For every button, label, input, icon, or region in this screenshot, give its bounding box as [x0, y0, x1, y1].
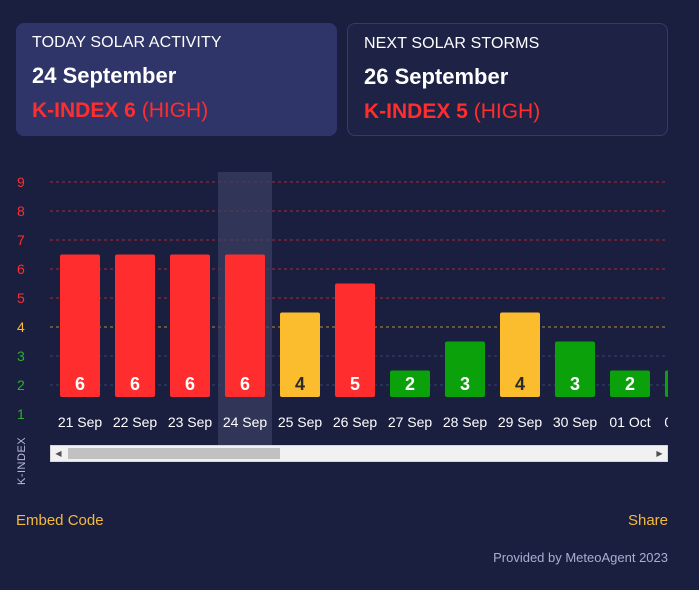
bar-value-label: 6 — [130, 374, 140, 394]
bar-24-sep[interactable] — [225, 254, 265, 398]
x-tick-label: 26 Sep — [333, 414, 378, 430]
today-activity-card: TODAY SOLAR ACTIVITY 24 September K-INDE… — [16, 23, 337, 136]
x-tick-label: 02 Oct — [664, 414, 699, 430]
bar-value-label: 4 — [515, 374, 525, 394]
x-tick-label: 28 Sep — [443, 414, 488, 430]
bar-29-sep[interactable] — [500, 312, 540, 398]
scroll-left-arrow-icon[interactable]: ◀ — [55, 449, 62, 458]
scroll-right-arrow-icon[interactable]: ▶ — [656, 449, 663, 458]
embed-code-link[interactable]: Embed Code — [16, 512, 104, 529]
x-tick-label: 21 Sep — [58, 414, 103, 430]
y-tick-label: 1 — [17, 406, 25, 422]
x-tick-label: 01 Oct — [609, 414, 650, 430]
provided-by-credit: Provided by MeteoAgent 2023 — [493, 550, 668, 565]
today-k-index-level: (HIGH) — [141, 99, 209, 122]
bar-value-label: 2 — [625, 374, 635, 394]
bar-23-sep[interactable] — [170, 254, 210, 398]
bar-21-sep[interactable] — [60, 254, 100, 398]
bar-27-sep[interactable] — [390, 370, 430, 398]
y-tick-label: 5 — [17, 290, 25, 306]
next-card-date: 26 September — [364, 64, 509, 89]
x-tick-label: 29 Sep — [498, 414, 543, 430]
next-storms-card: NEXT SOLAR STORMS 26 September K-INDEX 5… — [347, 23, 668, 136]
today-card-title: TODAY SOLAR ACTIVITY — [32, 34, 222, 51]
y-tick-label: 4 — [17, 319, 25, 335]
y-tick-label: 6 — [17, 261, 25, 277]
x-tick-label: 24 Sep — [223, 414, 268, 430]
next-k-index-level: (HIGH) — [473, 100, 541, 123]
bar-value-label: 2 — [405, 374, 415, 394]
x-tick-label: 30 Sep — [553, 414, 598, 430]
bar-value-label: 4 — [295, 374, 305, 394]
x-tick-label: 25 Sep — [278, 414, 323, 430]
bar-value-label: 3 — [570, 374, 580, 394]
today-k-index-value: K-INDEX 6 — [32, 99, 136, 122]
bar-02-oct[interactable] — [665, 370, 699, 398]
bar-28-sep[interactable] — [445, 341, 485, 398]
today-card-date: 24 September — [32, 63, 177, 88]
y-tick-label: 3 — [17, 348, 25, 364]
bar-22-sep[interactable] — [115, 254, 155, 398]
share-link[interactable]: Share — [627, 512, 668, 529]
today-k-index: K-INDEX 6 (HIGH) — [32, 99, 321, 123]
bar-01-oct[interactable] — [610, 370, 650, 398]
k-index-bar-chart: 6 21 Sep 6 22 Sep 6 23 Sep 6 24 Sep 4 25 Sep 5 26 S… — [50, 172, 699, 457]
chart-horizontal-scrollbar[interactable]: ◀ ▶ — [50, 445, 668, 462]
x-tick-label: 22 Sep — [113, 414, 158, 430]
bar-value-label: 6 — [75, 374, 85, 394]
next-k-index-value: K-INDEX 5 — [364, 100, 468, 123]
bar-value-label: 2 — [680, 374, 690, 394]
y-tick-label: 9 — [17, 174, 25, 190]
bar-25-sep[interactable] — [280, 312, 320, 398]
bar-30-sep[interactable] — [555, 341, 595, 398]
bar-value-label: 6 — [185, 374, 195, 394]
y-tick-label: 8 — [17, 203, 25, 219]
bar-value-label: 5 — [350, 374, 360, 394]
x-tick-label: 27 Sep — [388, 414, 433, 430]
x-tick-label: 23 Sep — [168, 414, 213, 430]
y-tick-label: 2 — [17, 377, 25, 393]
plot-area: 6 21 Sep 6 22 Sep 6 23 Sep 6 24 Sep 4 25 Sep 5 26 S… — [58, 172, 699, 457]
y-tick-label: 7 — [17, 232, 25, 248]
bar-value-label: 3 — [460, 374, 470, 394]
bar-26-sep[interactable] — [335, 283, 375, 398]
next-k-index: K-INDEX 5 (HIGH) — [364, 100, 651, 124]
bar-value-label: 6 — [240, 374, 250, 394]
next-card-title: NEXT SOLAR STORMS — [364, 35, 540, 52]
scrollbar-thumb[interactable] — [68, 448, 280, 459]
